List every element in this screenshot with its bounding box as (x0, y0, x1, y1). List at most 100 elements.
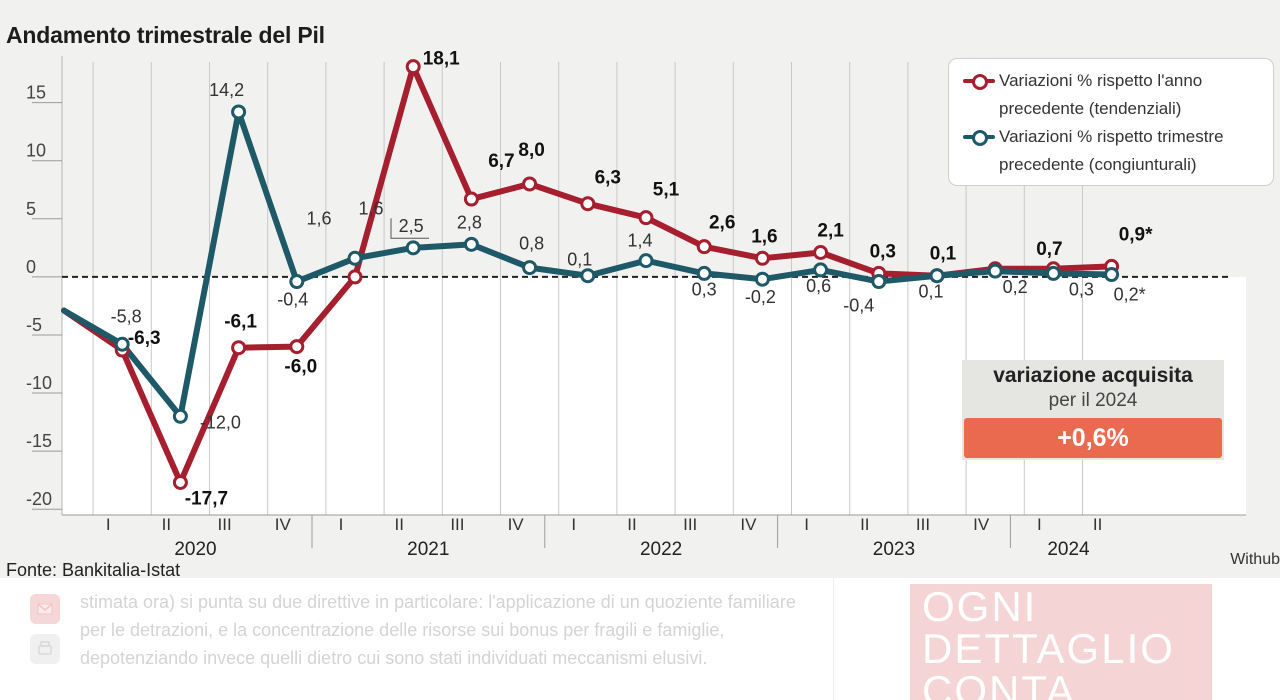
promo-banner[interactable]: OGNI DETTAGLIO CONTA (910, 584, 1212, 700)
acquired-variation-title: variazione acquisita (993, 364, 1193, 387)
year-label: 2024 (1047, 539, 1090, 560)
data-point-congiunturali (172, 408, 188, 424)
data-label-tendenziali: 8,0 (518, 140, 544, 161)
x-tick-label: IV (740, 515, 757, 534)
data-point-congiunturali (638, 253, 654, 269)
y-tick-label: -15 (26, 431, 52, 451)
data-point-congiunturali (114, 336, 130, 352)
data-label-congiunturali: 1,4 (627, 231, 652, 251)
data-label-congiunturali: 1,6 (306, 208, 331, 228)
data-point-congiunturali (463, 236, 479, 252)
year-label: 2023 (873, 539, 915, 560)
data-point-tendenziali (405, 59, 421, 75)
data-label-congiunturali: 14,2 (209, 80, 244, 100)
x-tick-label: III (218, 515, 232, 534)
x-tick-label: I (804, 515, 809, 534)
x-tick-label: IV (973, 515, 990, 534)
x-tick-label: IV (275, 515, 292, 534)
callout-label: 1,6 (358, 198, 383, 218)
x-tick-label: II (162, 515, 171, 534)
x-tick-label: I (571, 515, 576, 534)
data-point-congiunturali (405, 240, 421, 256)
x-tick-label: II (627, 515, 636, 534)
data-label-tendenziali: 5,1 (653, 180, 680, 201)
y-tick-label: 5 (26, 199, 36, 219)
data-point-tendenziali (347, 269, 363, 285)
data-label-tendenziali: 0,3 (870, 241, 896, 262)
data-label-tendenziali: 18,1 (423, 49, 460, 70)
y-tick-label: 10 (26, 141, 46, 161)
data-label-congiunturali: -0,4 (843, 296, 874, 316)
chart-card: Andamento trimestrale del Pil 15 10 5 0 -5 -1… (0, 0, 1280, 578)
data-point-congiunturali (1104, 267, 1120, 283)
data-point-tendenziali (696, 239, 712, 255)
legend-swatch-congiunturali (959, 123, 999, 151)
data-label-congiunturali: 2,5 (399, 216, 424, 236)
data-point-tendenziali (289, 339, 305, 355)
data-point-congiunturali (289, 274, 305, 290)
legend-entry-congiunturali: Variazioni % rispetto trimestre preceden… (959, 123, 1263, 179)
x-tick-label: III (916, 515, 930, 534)
acquired-variation-value: +0,6% (964, 418, 1222, 458)
callout-leader (390, 218, 429, 239)
data-label-tendenziali: 6,3 (595, 168, 621, 189)
data-label-congiunturali: -12,0 (200, 412, 241, 432)
data-label-tendenziali: -6,3 (128, 328, 161, 349)
legend-label-congiunturali: Variazioni % rispetto trimestre preceden… (999, 127, 1224, 174)
data-point-congiunturali (696, 265, 712, 281)
promo-text: OGNI DETTAGLIO CONTA (922, 584, 1175, 700)
data-label-tendenziali: 0,7 (1036, 239, 1062, 260)
data-label-tendenziali: 0,1 (930, 244, 957, 265)
year-label: 2022 (640, 539, 682, 560)
y-tick-label: -5 (26, 315, 42, 335)
data-label-congiunturali: -5,8 (111, 306, 142, 326)
data-label-tendenziali: -6,1 (224, 312, 257, 333)
watermark: Withub (1230, 551, 1280, 568)
data-label-congiunturali: 0,6 (806, 276, 831, 296)
x-tick-label: II (394, 515, 403, 534)
data-label-tendenziali: 1,6 (751, 226, 777, 247)
data-point-congiunturali (813, 262, 829, 278)
x-tick-label: I (339, 515, 344, 534)
mail-icon[interactable] (30, 594, 60, 624)
data-point-congiunturali (1045, 265, 1061, 281)
data-label-congiunturali: -0,2 (745, 287, 776, 307)
data-label-tendenziali: 2,1 (817, 220, 844, 241)
data-label-congiunturali: 0,3 (1069, 279, 1094, 299)
data-point-congiunturali (522, 260, 538, 276)
legend-swatch-tendenziali (959, 67, 999, 95)
x-tick-label: III (450, 515, 464, 534)
data-point-tendenziali (754, 250, 770, 266)
data-point-congiunturali (347, 250, 363, 266)
data-label-tendenziali: 2,6 (709, 213, 735, 234)
chart-title: Andamento trimestrale del Pil (6, 22, 325, 48)
data-point-tendenziali (463, 191, 479, 207)
data-point-congiunturali (987, 263, 1003, 279)
x-tick-label: I (1037, 515, 1042, 534)
data-label-congiunturali: 2,8 (457, 212, 482, 232)
article-paragraph: stimata ora) si punta su due direttive i… (80, 592, 796, 668)
data-point-congiunturali (231, 104, 247, 120)
data-label-congiunturali: 0,8 (519, 234, 544, 254)
data-label-congiunturali: 0,3 (692, 279, 717, 299)
data-point-congiunturali (580, 268, 596, 284)
chart-source: Fonte: Bankitalia-Istat (6, 560, 181, 578)
chart-legend: Variazioni % rispetto l'anno precedente … (948, 58, 1274, 186)
data-point-tendenziali (172, 474, 188, 490)
data-point-tendenziali (638, 210, 654, 226)
data-label-congiunturali: 0,1 (567, 250, 592, 270)
legend-label-tendenziali: Variazioni % rispetto l'anno precedente … (999, 71, 1203, 118)
print-icon[interactable] (30, 634, 60, 664)
x-tick-label: I (106, 515, 111, 534)
data-label-congiunturali: -0,4 (277, 290, 308, 310)
x-tick-label: III (683, 515, 697, 534)
y-tick-label: 0 (26, 257, 36, 277)
data-point-tendenziali (580, 196, 596, 212)
year-label: 2020 (174, 539, 216, 560)
x-tick-label: II (1093, 515, 1102, 534)
article-text-column: stimata ora) si punta su due direttive i… (18, 578, 834, 700)
y-tick-label: 15 (26, 83, 46, 103)
acquired-variation-box: variazione acquisita per il 2024 +0,6% (962, 360, 1224, 460)
year-label: 2021 (407, 539, 449, 560)
data-point-congiunturali (871, 274, 887, 290)
